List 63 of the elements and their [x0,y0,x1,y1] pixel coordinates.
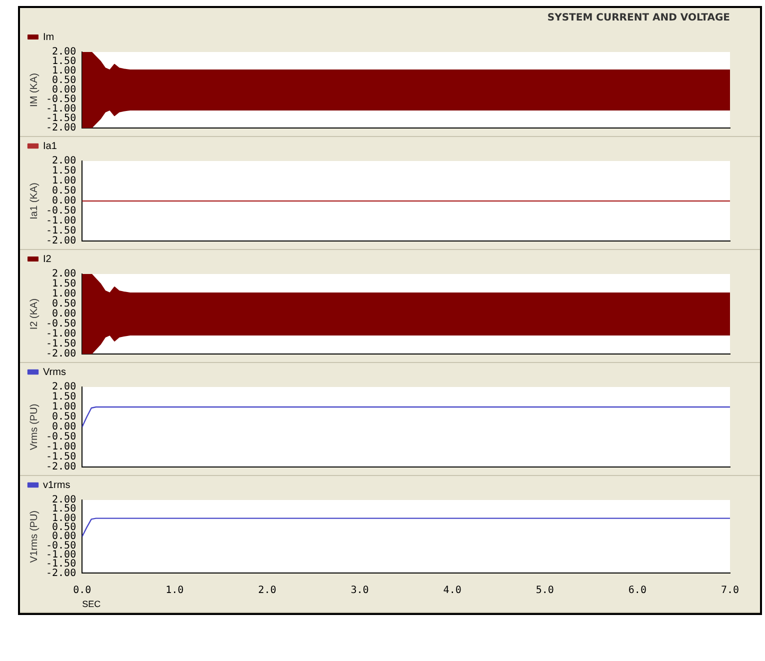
y-tick-label: 0.00 [52,531,76,542]
x-tick-label: 6.0 [628,584,646,596]
y-tick-label: 2.00 [52,382,76,393]
y-tick-label: 0.00 [52,196,76,207]
y-tick-label: 1.00 [52,66,76,77]
y-tick-label: 1.50 [52,504,76,515]
x-tick-label: 2.0 [258,584,276,596]
y-tick-label: 1.00 [52,512,76,524]
y-tick-label: 1.50 [52,56,76,68]
x-tick-label: 5.0 [536,584,554,596]
y-tick-label: 1.00 [52,176,76,187]
y-axis-title: V1rms (PU) [28,510,40,563]
y-tick-label: -2.00 [46,236,76,247]
legend-label: Vrms [43,366,66,378]
chart-title: SYSTEM CURRENT AND VOLTAGE [547,12,730,24]
y-tick-label: -0.50 [46,432,76,443]
y-axis-title: Vrms (PU) [28,404,40,450]
x-tick-label: 0.0 [73,584,92,596]
x-tick-label: 7.0 [720,584,740,596]
y-tick-label: -1.00 [46,328,76,340]
y-tick-label: 2.00 [52,268,76,280]
y-tick-label: -1.50 [46,558,76,570]
y-tick-label: -0.50 [46,94,76,106]
y-tick-label: 2.00 [52,156,76,167]
legend-label: Ia1 [43,140,58,152]
y-tick-label: 0.50 [52,186,76,197]
y-tick-label: -0.50 [46,206,76,217]
y-tick-label: 1.00 [52,288,76,300]
y-axis-title: I2 (KA) [28,298,40,330]
y-tick-label: 0.00 [52,422,76,433]
y-tick-label: 0.50 [52,75,76,86]
y-tick-label: -2.00 [46,462,76,473]
y-tick-label: -1.50 [46,226,76,237]
y-tick-label: -0.50 [46,540,76,552]
y-axis-title: Ia1 (KA) [28,182,40,220]
y-tick-label: -1.00 [46,442,76,453]
y-tick-label: 1.50 [52,278,76,290]
y-tick-label: 2.00 [52,46,76,58]
y-axis-title: IM (KA) [28,73,40,107]
y-tick-label: 1.00 [52,402,76,413]
y-tick-label: -1.00 [46,104,76,115]
y-tick-label: 0.50 [52,412,76,423]
y-tick-label: -1.50 [46,338,76,350]
legend-label: v1rms [43,480,70,491]
y-tick-label: -0.50 [46,318,76,330]
y-tick-label: -2.00 [46,122,76,134]
legend-label: Im [43,32,54,43]
y-tick-label: -1.50 [46,113,76,124]
y-tick-label: -1.00 [46,216,76,227]
y-tick-label: -2.00 [46,348,76,360]
y-tick-label: -1.00 [46,549,76,560]
y-tick-label: 0.00 [52,84,76,96]
legend-label: I2 [43,254,52,265]
y-tick-label: 1.50 [52,166,76,177]
x-axis-title: SEC [82,599,102,610]
x-tick-label: 3.0 [350,584,369,596]
y-tick-label: 1.50 [52,392,76,403]
y-tick-label: 0.00 [52,308,76,320]
y-tick-label: 0.50 [52,298,76,310]
y-tick-label: -1.50 [46,452,76,463]
x-tick-label: 4.0 [443,584,462,596]
y-tick-label: -2.00 [46,568,76,579]
x-tick-label: 1.0 [166,584,184,596]
